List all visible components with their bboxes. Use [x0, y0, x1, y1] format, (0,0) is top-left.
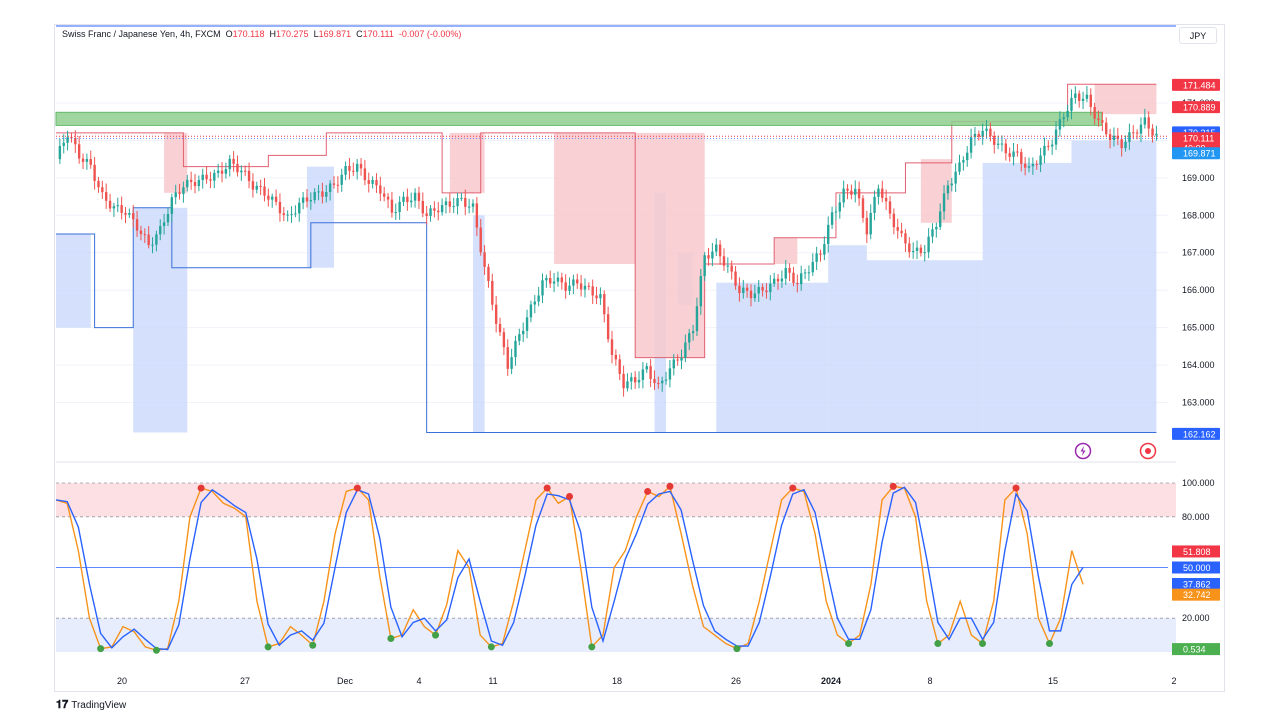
symbol-header: Swiss Franc / Japanese Yen, 4h, FXCM O17… — [62, 29, 462, 39]
low-value: 169.871 — [318, 29, 352, 39]
lightning-icon[interactable] — [1074, 442, 1092, 460]
close-value: 170.111 — [362, 29, 394, 39]
tv-icon: 𝟏𝟕 — [56, 699, 69, 711]
open-value: 170.118 — [232, 29, 265, 39]
change-value: -0.007 (-0.00%) — [398, 29, 462, 39]
chart-frame — [54, 24, 1225, 692]
record-icon[interactable] — [1139, 442, 1157, 460]
symbol-name: Swiss Franc / Japanese Yen, 4h, FXCM — [62, 29, 221, 39]
tradingview-logo[interactable]: 𝟏𝟕 TradingView — [56, 699, 126, 712]
brand-name: TradingView — [71, 700, 127, 711]
high-value: 170.275 — [276, 29, 309, 39]
currency-button[interactable]: JPY — [1179, 27, 1217, 44]
